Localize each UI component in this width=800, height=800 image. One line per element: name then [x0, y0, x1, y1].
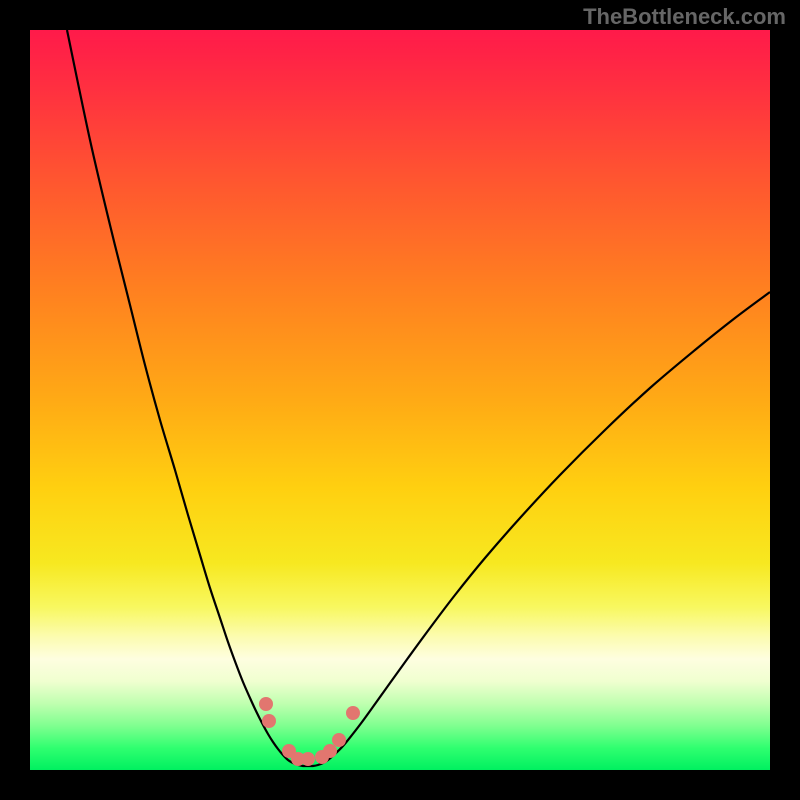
left-curve [67, 30, 308, 766]
plot-area [30, 30, 770, 770]
marker-dot [332, 733, 346, 747]
watermark: TheBottleneck.com [583, 4, 786, 30]
marker-dot [259, 697, 273, 711]
marker-dot [301, 752, 315, 766]
marker-dot [262, 714, 276, 728]
marker-dot [323, 744, 337, 758]
marker-dot [346, 706, 360, 720]
markers [259, 697, 360, 766]
right-curve [308, 292, 770, 766]
curve-layer [30, 30, 770, 770]
